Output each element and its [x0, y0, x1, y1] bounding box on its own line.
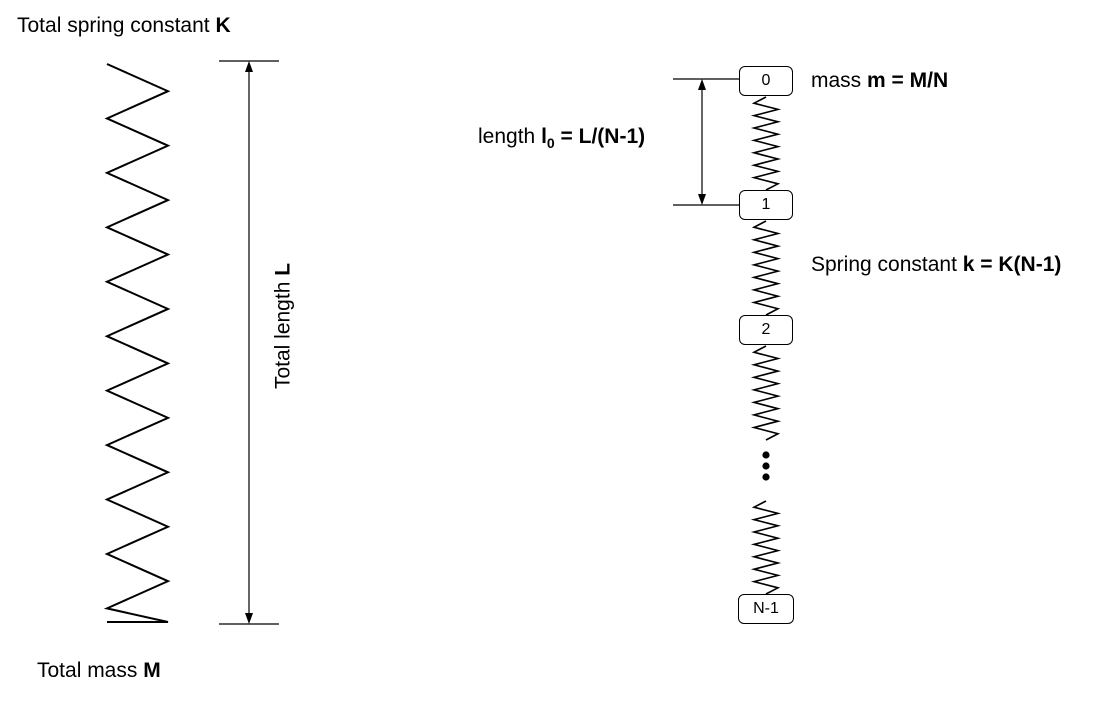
spring-2-ellipsis	[750, 345, 782, 441]
spring-1-2	[750, 220, 782, 316]
length-arrow-up	[245, 61, 253, 72]
spring-0-1	[750, 96, 782, 191]
total-length-label: Total length L	[271, 262, 295, 390]
mass-last: N-1	[738, 594, 794, 624]
total-mass-label: Total mass M	[37, 659, 161, 682]
segment-arrow-down	[698, 194, 706, 205]
ellipsis-dot-3	[762, 473, 770, 481]
spring-ellipsis-last	[750, 500, 782, 595]
segment-length-label: length l0 = L/(N-1)	[478, 125, 646, 151]
total-spring	[103, 63, 171, 623]
total-spring-constant-label: Total spring constant K	[17, 14, 231, 37]
mass-2: 2	[739, 315, 793, 345]
mass-1: 1	[739, 190, 793, 220]
segment-arrow-up	[698, 79, 706, 90]
mass-0: 0	[739, 66, 793, 96]
mass-label: mass m = M/N	[811, 69, 949, 92]
ellipsis-dot-2	[762, 462, 770, 470]
ellipsis-dot-1	[762, 451, 770, 459]
length-arrow-down	[245, 613, 253, 624]
spring-constant-label: Spring constant k = K(N-1)	[811, 253, 1062, 276]
